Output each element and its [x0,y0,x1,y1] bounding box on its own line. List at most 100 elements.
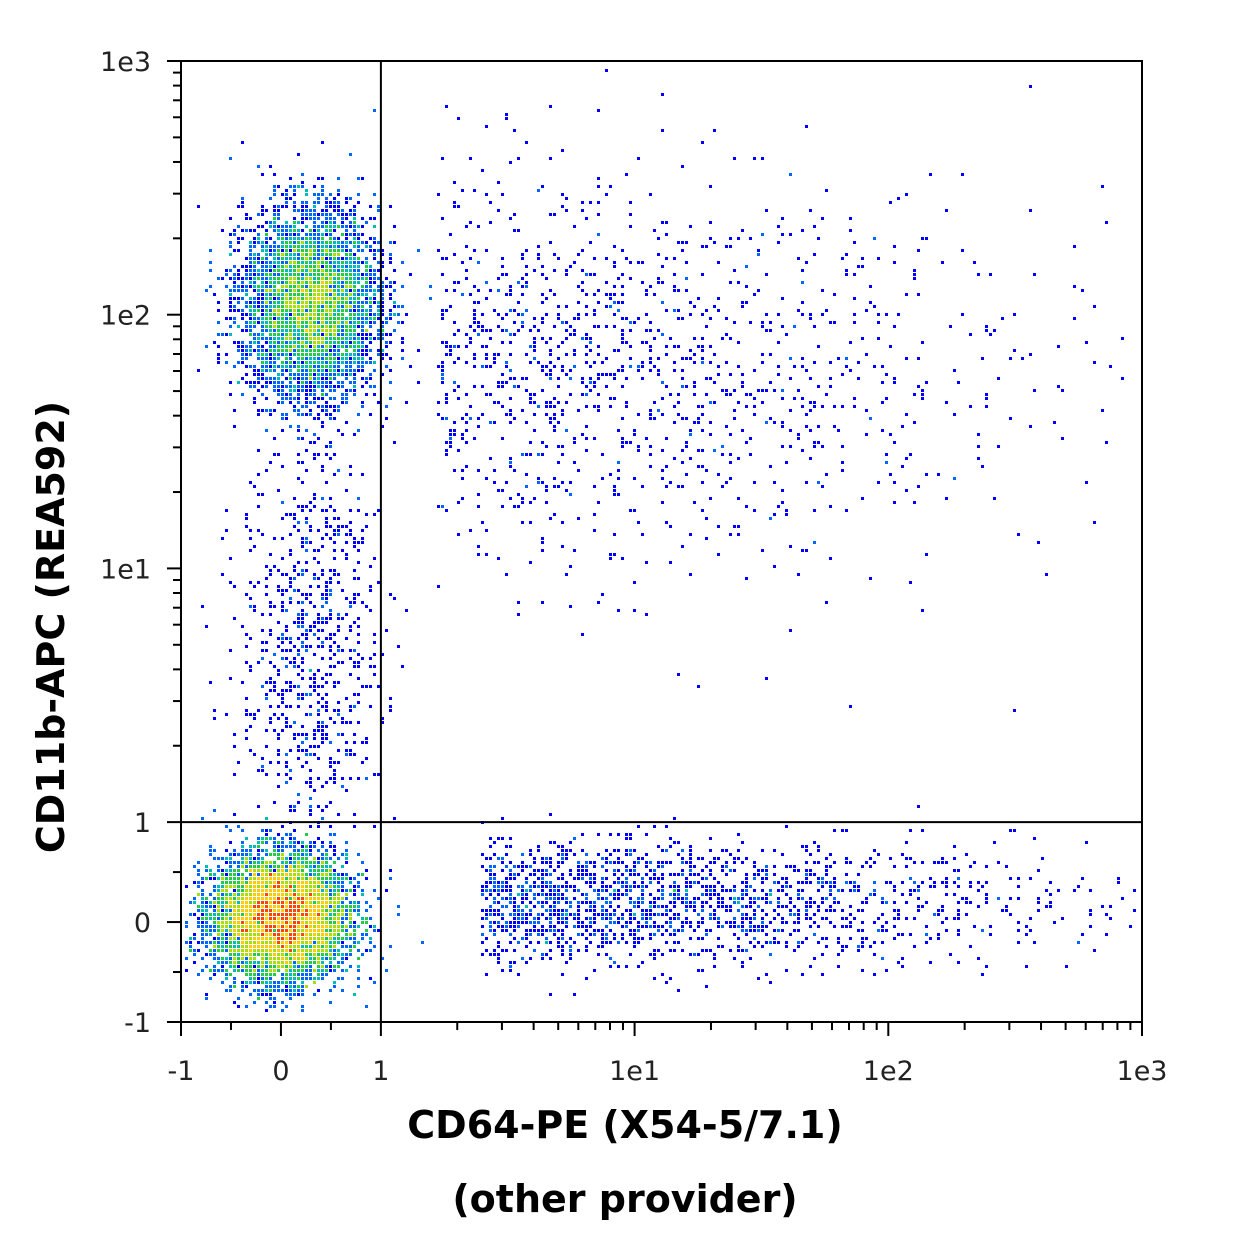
event-point [345,925,348,928]
event-point [337,329,340,332]
event-point [309,893,312,896]
event-point [285,941,288,944]
event-point [333,297,336,300]
event-point [321,209,324,212]
event-point [681,873,684,876]
event-point [293,221,296,224]
event-point [641,937,644,940]
event-point [285,297,288,300]
event-point [485,897,488,900]
event-point [353,345,356,348]
event-point [241,893,244,896]
event-point [497,901,500,904]
event-point [285,981,288,984]
event-point [617,881,620,884]
event-point [329,877,332,880]
event-point [229,965,232,968]
event-point [793,905,796,908]
event-point [273,945,276,948]
event-point [893,865,896,868]
event-point [277,889,280,892]
event-point [289,845,292,848]
event-point [673,873,676,876]
event-point [345,269,348,272]
event-point [681,485,684,488]
event-point [825,865,828,868]
event-point [269,997,272,1000]
event-point [661,893,664,896]
event-point [829,889,832,892]
event-point [525,945,528,948]
event-point [489,877,492,880]
event-point [493,921,496,924]
event-point [277,217,280,220]
event-point [865,901,868,904]
event-point [249,241,252,244]
event-point [837,941,840,944]
event-point [293,865,296,868]
event-point [241,961,244,964]
event-point [353,357,356,360]
event-point [257,277,260,280]
event-point [605,305,608,308]
event-point [261,305,264,308]
event-point [353,393,356,396]
event-point [545,857,548,860]
event-point [829,909,832,912]
event-point [261,869,264,872]
event-point [221,957,224,960]
event-point [769,941,772,944]
event-point [349,309,352,312]
event-point [585,865,588,868]
event-point [297,245,300,248]
event-point [593,313,596,316]
event-point [877,929,880,932]
event-point [589,909,592,912]
event-point [313,237,316,240]
event-point [393,305,396,308]
event-point [325,361,328,364]
event-point [265,257,268,260]
event-point [293,905,296,908]
event-point [957,901,960,904]
event-point [673,897,676,900]
event-point [337,949,340,952]
event-point [821,973,824,976]
event-point [325,261,328,264]
event-point [313,241,316,244]
event-point [817,481,820,484]
event-point [273,305,276,308]
event-point [265,329,268,332]
event-point [289,273,292,276]
event-point [345,953,348,956]
event-point [297,321,300,324]
event-point [529,329,532,332]
event-point [293,405,296,408]
event-point [441,257,444,260]
event-point [225,917,228,920]
event-point [257,965,260,968]
event-point [601,917,604,920]
event-point [657,237,660,240]
event-point [337,305,340,308]
event-point [205,997,208,1000]
event-point [293,805,296,808]
event-point [245,949,248,952]
event-point [229,885,232,888]
event-point [289,401,292,404]
event-point [981,357,984,360]
event-point [273,437,276,440]
event-point [333,877,336,880]
event-point [325,885,328,888]
event-point [321,325,324,328]
event-point [849,889,852,892]
event-point [321,237,324,240]
event-point [705,949,708,952]
event-point [561,849,564,852]
event-point [701,921,704,924]
event-point [685,877,688,880]
event-point [905,457,908,460]
event-point [277,301,280,304]
event-point [265,337,268,340]
event-point [841,945,844,948]
